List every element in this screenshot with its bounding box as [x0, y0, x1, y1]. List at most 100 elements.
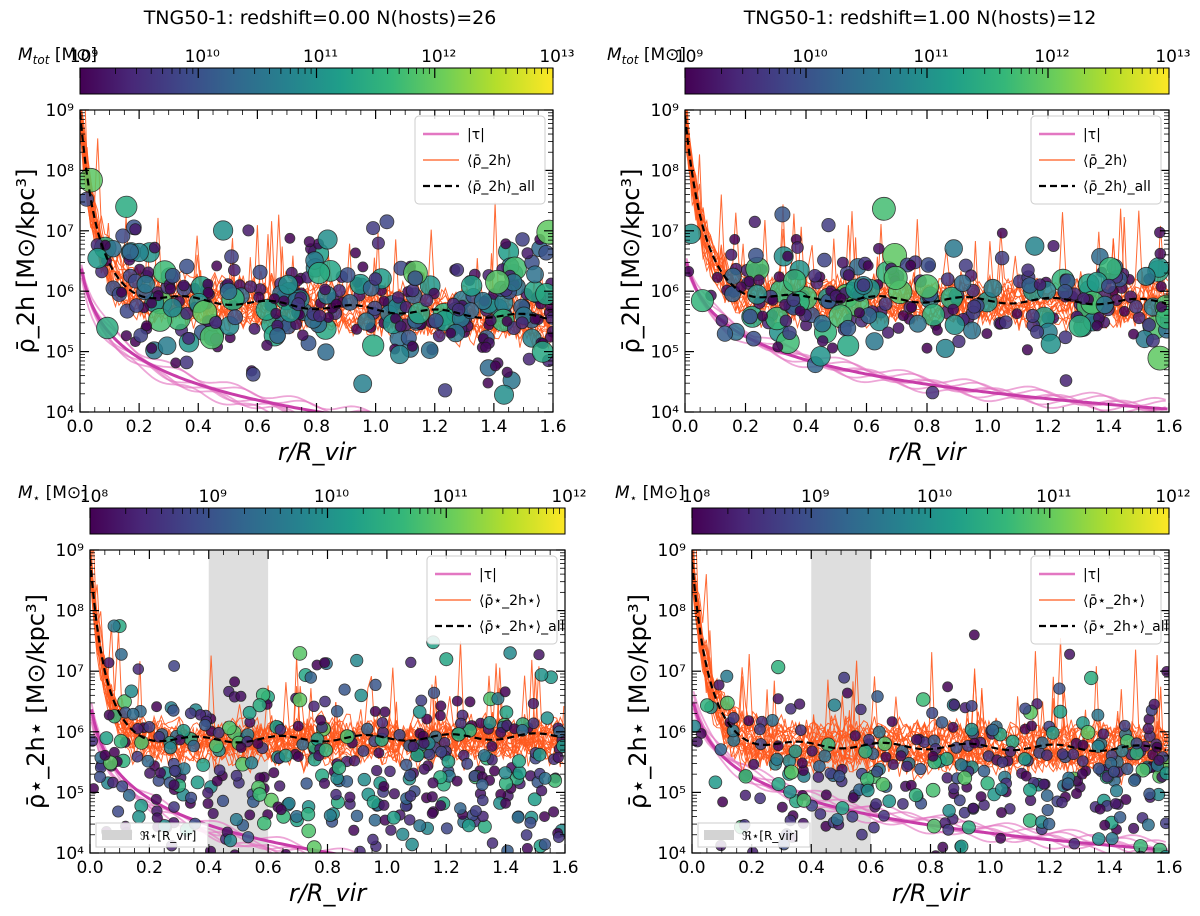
mean-all-curve [692, 561, 1167, 753]
scatter-point [692, 719, 701, 733]
scatter-point [146, 297, 158, 309]
y-tick-label: 10⁶ [651, 282, 680, 302]
scatter-point [726, 724, 740, 738]
x-tick-label: 0.4 [798, 858, 825, 878]
scatter-point [965, 700, 978, 712]
scatter-point [190, 775, 205, 790]
scatter-point [330, 788, 342, 801]
scatter-point [434, 710, 446, 722]
scatter-point [357, 261, 369, 273]
scatter-point [404, 814, 416, 826]
colorbar-tick-label: 10¹³ [539, 47, 574, 67]
scatter-point [393, 729, 406, 742]
scatter-point [827, 698, 842, 712]
title-right: TNG50-1: redshift=1.00 N(hosts)=12 [743, 7, 1097, 29]
scatter-point [368, 272, 383, 286]
scatter-point [878, 296, 893, 311]
scatter-point [863, 733, 875, 746]
scatter-point [503, 646, 517, 660]
scatter-point [202, 798, 214, 809]
scatter-point [369, 678, 382, 692]
scatter-point [853, 307, 865, 319]
scatter-point [1129, 299, 1143, 314]
scatter-point [754, 792, 766, 805]
scatter-point [753, 274, 765, 287]
scatter-point [439, 652, 454, 667]
scatter-point [846, 810, 859, 823]
scatter-point [897, 310, 909, 322]
scatter-point [1019, 702, 1032, 715]
scatter-point [115, 228, 131, 244]
scatter-point [941, 772, 953, 784]
scatter-point [157, 336, 177, 356]
y-tick-label: 10⁷ [658, 662, 687, 682]
scatter-point [1067, 748, 1080, 761]
tau-curve [685, 260, 1166, 407]
scatter-point [216, 794, 230, 808]
scatter-point [1142, 723, 1154, 735]
panel-bottom-right: 0.0 0.2 0.4 0.6 0.8 1.0 1.2 1.4 1.6 10⁴ 10⁵ 10⁶ 10⁷ 1… [624, 541, 1183, 907]
scatter-point [920, 257, 937, 273]
scatter-point [957, 770, 973, 786]
scatter-point [994, 250, 1010, 266]
scatter-point [385, 824, 397, 836]
x-tick-label: 0.6 [853, 417, 880, 437]
scatter-point [331, 705, 344, 718]
y-tick-label: 10⁴ [56, 844, 85, 864]
scatter-point [961, 820, 976, 835]
scatter-point [115, 648, 128, 661]
scatter-point [926, 818, 942, 834]
y-tick-label: 10⁵ [46, 343, 74, 363]
scatter-point [940, 272, 955, 287]
x-tick-label: 1.2 [433, 858, 460, 878]
scatter-point [378, 781, 390, 792]
scatter-point [120, 330, 132, 342]
shaded-legend-swatch [102, 830, 132, 840]
x-tick-label: 0.0 [678, 858, 705, 878]
scatter-point [1091, 320, 1103, 332]
scatter-point [107, 619, 121, 633]
legend-box [1030, 555, 1162, 645]
scatter-point [315, 714, 327, 726]
scatter-point [344, 791, 356, 803]
scatter-point [482, 377, 494, 389]
scatter-point [244, 809, 256, 821]
legend-label: ⟨ρ̄_2h⟩_all [467, 179, 535, 195]
scatter-point [772, 693, 784, 705]
x-tick-label: 0.0 [66, 417, 93, 437]
scatter-point [229, 849, 240, 853]
scatter-point [168, 801, 180, 813]
scatter-point [1159, 766, 1169, 781]
scatter-point [996, 756, 1009, 768]
scatter-point [1053, 682, 1066, 695]
scatter-point [977, 764, 991, 778]
scatter-point [278, 274, 299, 295]
scatter-point [476, 794, 489, 807]
x-tick-label: 1.6 [1155, 858, 1182, 878]
y-axis-label: ρ̄_2h [M⊙/kpc³] [617, 169, 645, 354]
y-tick-label: 10⁷ [651, 222, 680, 242]
scatter-point [1099, 819, 1111, 831]
scatter-point [861, 783, 875, 798]
scatter-point [464, 696, 476, 708]
scatter-point [348, 824, 360, 836]
scatter-point [1128, 328, 1139, 340]
x-axis-label: r/R_vir [289, 879, 369, 907]
scatter-point [1040, 789, 1054, 802]
scatter-point [396, 827, 410, 841]
scatter-point [477, 819, 492, 834]
scatter-point [817, 335, 829, 347]
scatter-point [477, 749, 491, 762]
y-axis-label: ρ̄_2h [M⊙/kpc³] [12, 169, 40, 354]
scatter-point [548, 806, 560, 818]
scatter-point [524, 816, 537, 829]
scatter-point [1053, 704, 1068, 719]
scatter-point [720, 669, 734, 683]
scatter-point [491, 692, 505, 706]
scatter-point [1091, 708, 1105, 722]
scatter-point [1057, 284, 1073, 300]
scatter-point [99, 749, 111, 761]
scatter-point [925, 385, 940, 400]
scatter-point [1005, 734, 1020, 749]
scatter-point [121, 243, 139, 261]
